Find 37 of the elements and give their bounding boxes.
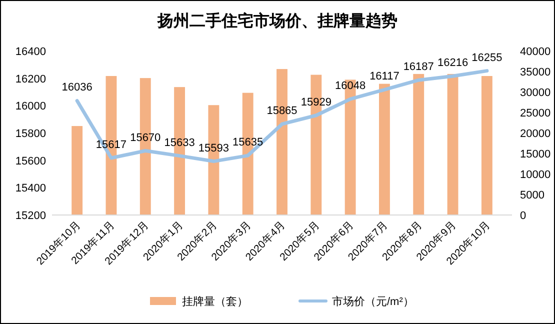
y2-tick-label: 5000 xyxy=(520,190,544,202)
y-tick-label: 16000 xyxy=(15,100,46,113)
data-label: 15929 xyxy=(300,96,332,108)
y2-tick-label: 30000 xyxy=(520,87,551,99)
y-tick-label: 15600 xyxy=(15,155,46,168)
y-tick-label: 16400 xyxy=(15,46,46,58)
data-label: 16117 xyxy=(370,70,400,83)
bar xyxy=(72,126,83,215)
bar xyxy=(378,84,390,215)
data-label: 15633 xyxy=(164,136,195,149)
data-label: 16187 xyxy=(403,61,434,74)
data-label: 15635 xyxy=(232,136,264,149)
data-label: 16036 xyxy=(62,82,92,94)
legend-label: 挂牌量（套） xyxy=(182,296,248,308)
y-tick-label: 15200 xyxy=(15,210,46,222)
bar xyxy=(413,74,424,215)
y2-tick-label: 0 xyxy=(520,210,526,222)
y2-tick-label: 35000 xyxy=(520,66,551,78)
legend-label: 市场价（元/m²） xyxy=(332,295,414,308)
data-label: 15670 xyxy=(130,132,161,144)
data-label: 15865 xyxy=(266,105,298,118)
data-label: 15617 xyxy=(96,139,127,152)
chart-title: 扬州二手住宅市场价、挂牌量趋势 xyxy=(156,11,398,30)
y2-tick-label: 20000 xyxy=(520,128,551,140)
data-label: 16216 xyxy=(437,57,468,70)
y2-tick-label: 25000 xyxy=(520,108,551,120)
data-label: 15593 xyxy=(198,142,229,154)
y2-tick-label: 40000 xyxy=(520,46,551,58)
y-tick-label: 15400 xyxy=(15,182,46,195)
bar xyxy=(447,74,458,215)
data-label: 16255 xyxy=(472,52,502,64)
bar xyxy=(481,76,492,215)
y2-tick-label: 15000 xyxy=(520,148,551,160)
data-label: 16048 xyxy=(335,80,366,92)
y-tick-label: 16200 xyxy=(15,73,46,86)
y2-tick-label: 10000 xyxy=(520,169,551,181)
y-tick-label: 15800 xyxy=(15,128,46,140)
